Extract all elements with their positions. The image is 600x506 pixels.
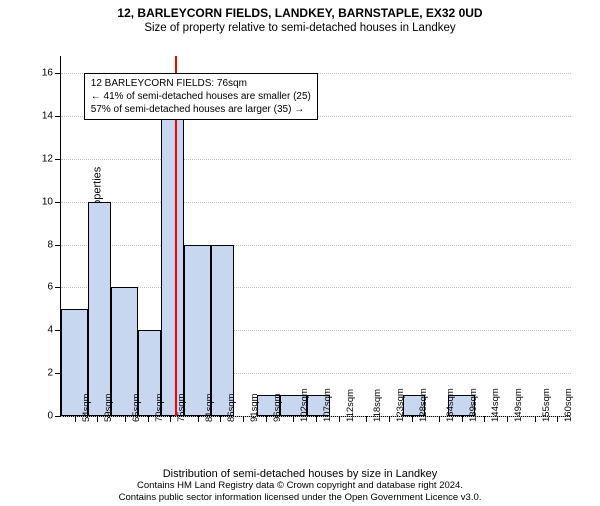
x-tick [412, 416, 413, 422]
x-tick [366, 416, 367, 422]
gridline [61, 159, 571, 160]
x-tick-label: 75sqm [176, 393, 187, 422]
histogram-bar [211, 245, 234, 416]
gridline [61, 245, 571, 246]
y-tick-label: 14 [42, 111, 61, 122]
x-tick [125, 416, 126, 422]
y-tick-label: 10 [42, 196, 61, 207]
x-tick-label: 139sqm [468, 388, 479, 422]
x-tick [243, 416, 244, 422]
x-tick-label: 123sqm [395, 388, 406, 422]
annotation-line: 57% of semi-detached houses are larger (… [91, 103, 311, 116]
x-tick-label: 65sqm [131, 393, 142, 422]
x-tick-label: 102sqm [299, 388, 310, 422]
x-tick [484, 416, 485, 422]
y-tick-label: 0 [47, 411, 61, 422]
histogram-bar [88, 202, 111, 416]
x-tick [75, 416, 76, 422]
x-tick-label: 160sqm [563, 388, 574, 422]
x-tick [97, 416, 98, 422]
x-tick-label: 134sqm [445, 388, 456, 422]
x-tick [389, 416, 390, 422]
x-tick-label: 59sqm [103, 393, 114, 422]
x-tick [220, 416, 221, 422]
x-tick-label: 118sqm [372, 389, 383, 422]
histogram-bar [161, 116, 184, 416]
x-tick-label: 144sqm [490, 388, 501, 422]
y-tick-label: 16 [42, 68, 61, 79]
chart-container: Number of semi-detached properties 02468… [0, 48, 600, 464]
x-tick [462, 416, 463, 422]
x-tick-label: 91sqm [249, 393, 260, 422]
chart-title-main: 12, BARLEYCORN FIELDS, LANDKEY, BARNSTAP… [0, 6, 600, 20]
footer-line-1: Contains HM Land Registry data © Crown c… [0, 480, 600, 492]
y-tick-label: 2 [47, 368, 61, 379]
y-tick-label: 8 [47, 239, 61, 250]
annotation-box: 12 BARLEYCORN FIELDS: 76sqm← 41% of semi… [84, 73, 318, 120]
x-tick [170, 416, 171, 422]
footer-attribution: Contains HM Land Registry data © Crown c… [0, 480, 600, 504]
gridline [61, 202, 571, 203]
x-tick-label: 54sqm [81, 393, 92, 422]
footer-line-2: Contains public sector information licen… [0, 492, 600, 504]
x-tick-label: 96sqm [272, 393, 283, 422]
x-tick-label: 70sqm [154, 393, 165, 422]
x-tick-label: 107sqm [322, 388, 333, 422]
y-tick-label: 12 [42, 153, 61, 164]
x-tick [507, 416, 508, 422]
annotation-line: ← 41% of semi-detached houses are smalle… [91, 90, 311, 103]
x-axis-label: Distribution of semi-detached houses by … [0, 468, 600, 480]
chart-title-sub: Size of property relative to semi-detach… [0, 22, 600, 34]
x-tick [557, 416, 558, 422]
x-tick-label: 86sqm [226, 393, 237, 422]
x-tick [439, 416, 440, 422]
x-tick [266, 416, 267, 422]
histogram-bar [184, 245, 211, 416]
x-tick [198, 416, 199, 422]
annotation-line: 12 BARLEYCORN FIELDS: 76sqm [91, 77, 311, 90]
y-tick-label: 6 [47, 282, 61, 293]
y-tick-label: 4 [47, 325, 61, 336]
x-tick-label: 149sqm [513, 388, 524, 422]
x-tick [339, 416, 340, 422]
x-tick [293, 416, 294, 422]
plot-area: 024681012141654sqm59sqm65sqm70sqm75sqm81… [60, 56, 571, 417]
x-tick-label: 81sqm [204, 393, 215, 422]
x-tick-label: 155sqm [541, 388, 552, 422]
x-tick [316, 416, 317, 422]
x-tick-label: 112sqm [345, 389, 356, 422]
x-tick [148, 416, 149, 422]
x-tick [535, 416, 536, 422]
x-tick-label: 128sqm [418, 388, 429, 422]
